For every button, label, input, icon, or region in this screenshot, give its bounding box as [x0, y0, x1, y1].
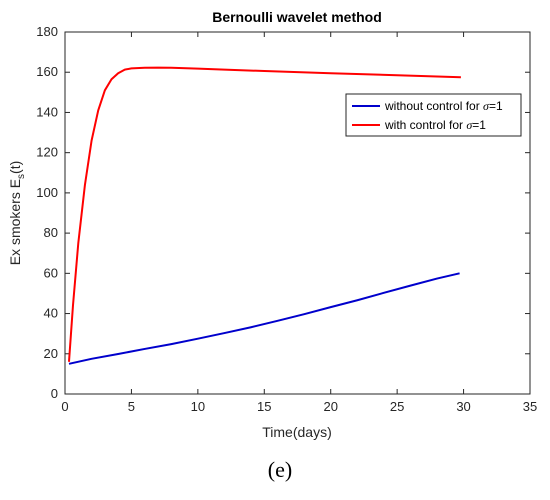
y-tick-label: 180 [36, 24, 58, 39]
legend: without control for σ=1 with control for… [345, 93, 522, 137]
y-axis-label-tail: (t) [7, 161, 23, 174]
chart-title: Bernoulli wavelet method [212, 9, 382, 25]
y-tick-label: 100 [36, 185, 58, 200]
y-tick-label: 60 [44, 265, 58, 280]
y-tick-label: 120 [36, 145, 58, 160]
x-tick-label: 15 [257, 399, 271, 414]
x-axis-label: Time(days) [262, 424, 332, 440]
y-axis-label-main: Ex smokers E [7, 179, 23, 265]
y-tick-label: 0 [51, 386, 58, 401]
y-axis-label-subscript: s [16, 174, 27, 179]
legend-box [345, 93, 522, 137]
ticks-layer: 0 5 10 15 20 25 30 35 0 20 40 60 80 100 120 140 160 180 [36, 24, 537, 414]
y-tick-label: 80 [44, 225, 58, 240]
x-tick-label: 10 [191, 399, 205, 414]
series-line-with-control [67, 66, 461, 362]
legend-entry-without-control: without control for σ=1 [384, 99, 503, 113]
x-tick-label: 30 [456, 399, 470, 414]
y-tick-label: 20 [44, 346, 58, 361]
panel-label: (e) [268, 457, 292, 482]
y-tick-label: 40 [44, 306, 58, 321]
series-layer [67, 66, 461, 365]
x-tick-label: 25 [390, 399, 404, 414]
y-tick-label: 160 [36, 64, 58, 79]
legend-entry-with-control: with control for σ=1 [384, 118, 486, 132]
y-tick-label: 140 [36, 104, 58, 119]
plot-frame [64, 31, 531, 395]
series-line-without-control [68, 272, 460, 365]
x-tick-label: 35 [523, 399, 537, 414]
x-tick-label: 5 [128, 399, 135, 414]
y-axis-label: Ex smokers Es(t) [7, 161, 27, 266]
x-tick-label: 20 [323, 399, 337, 414]
x-tick-label: 0 [61, 399, 68, 414]
